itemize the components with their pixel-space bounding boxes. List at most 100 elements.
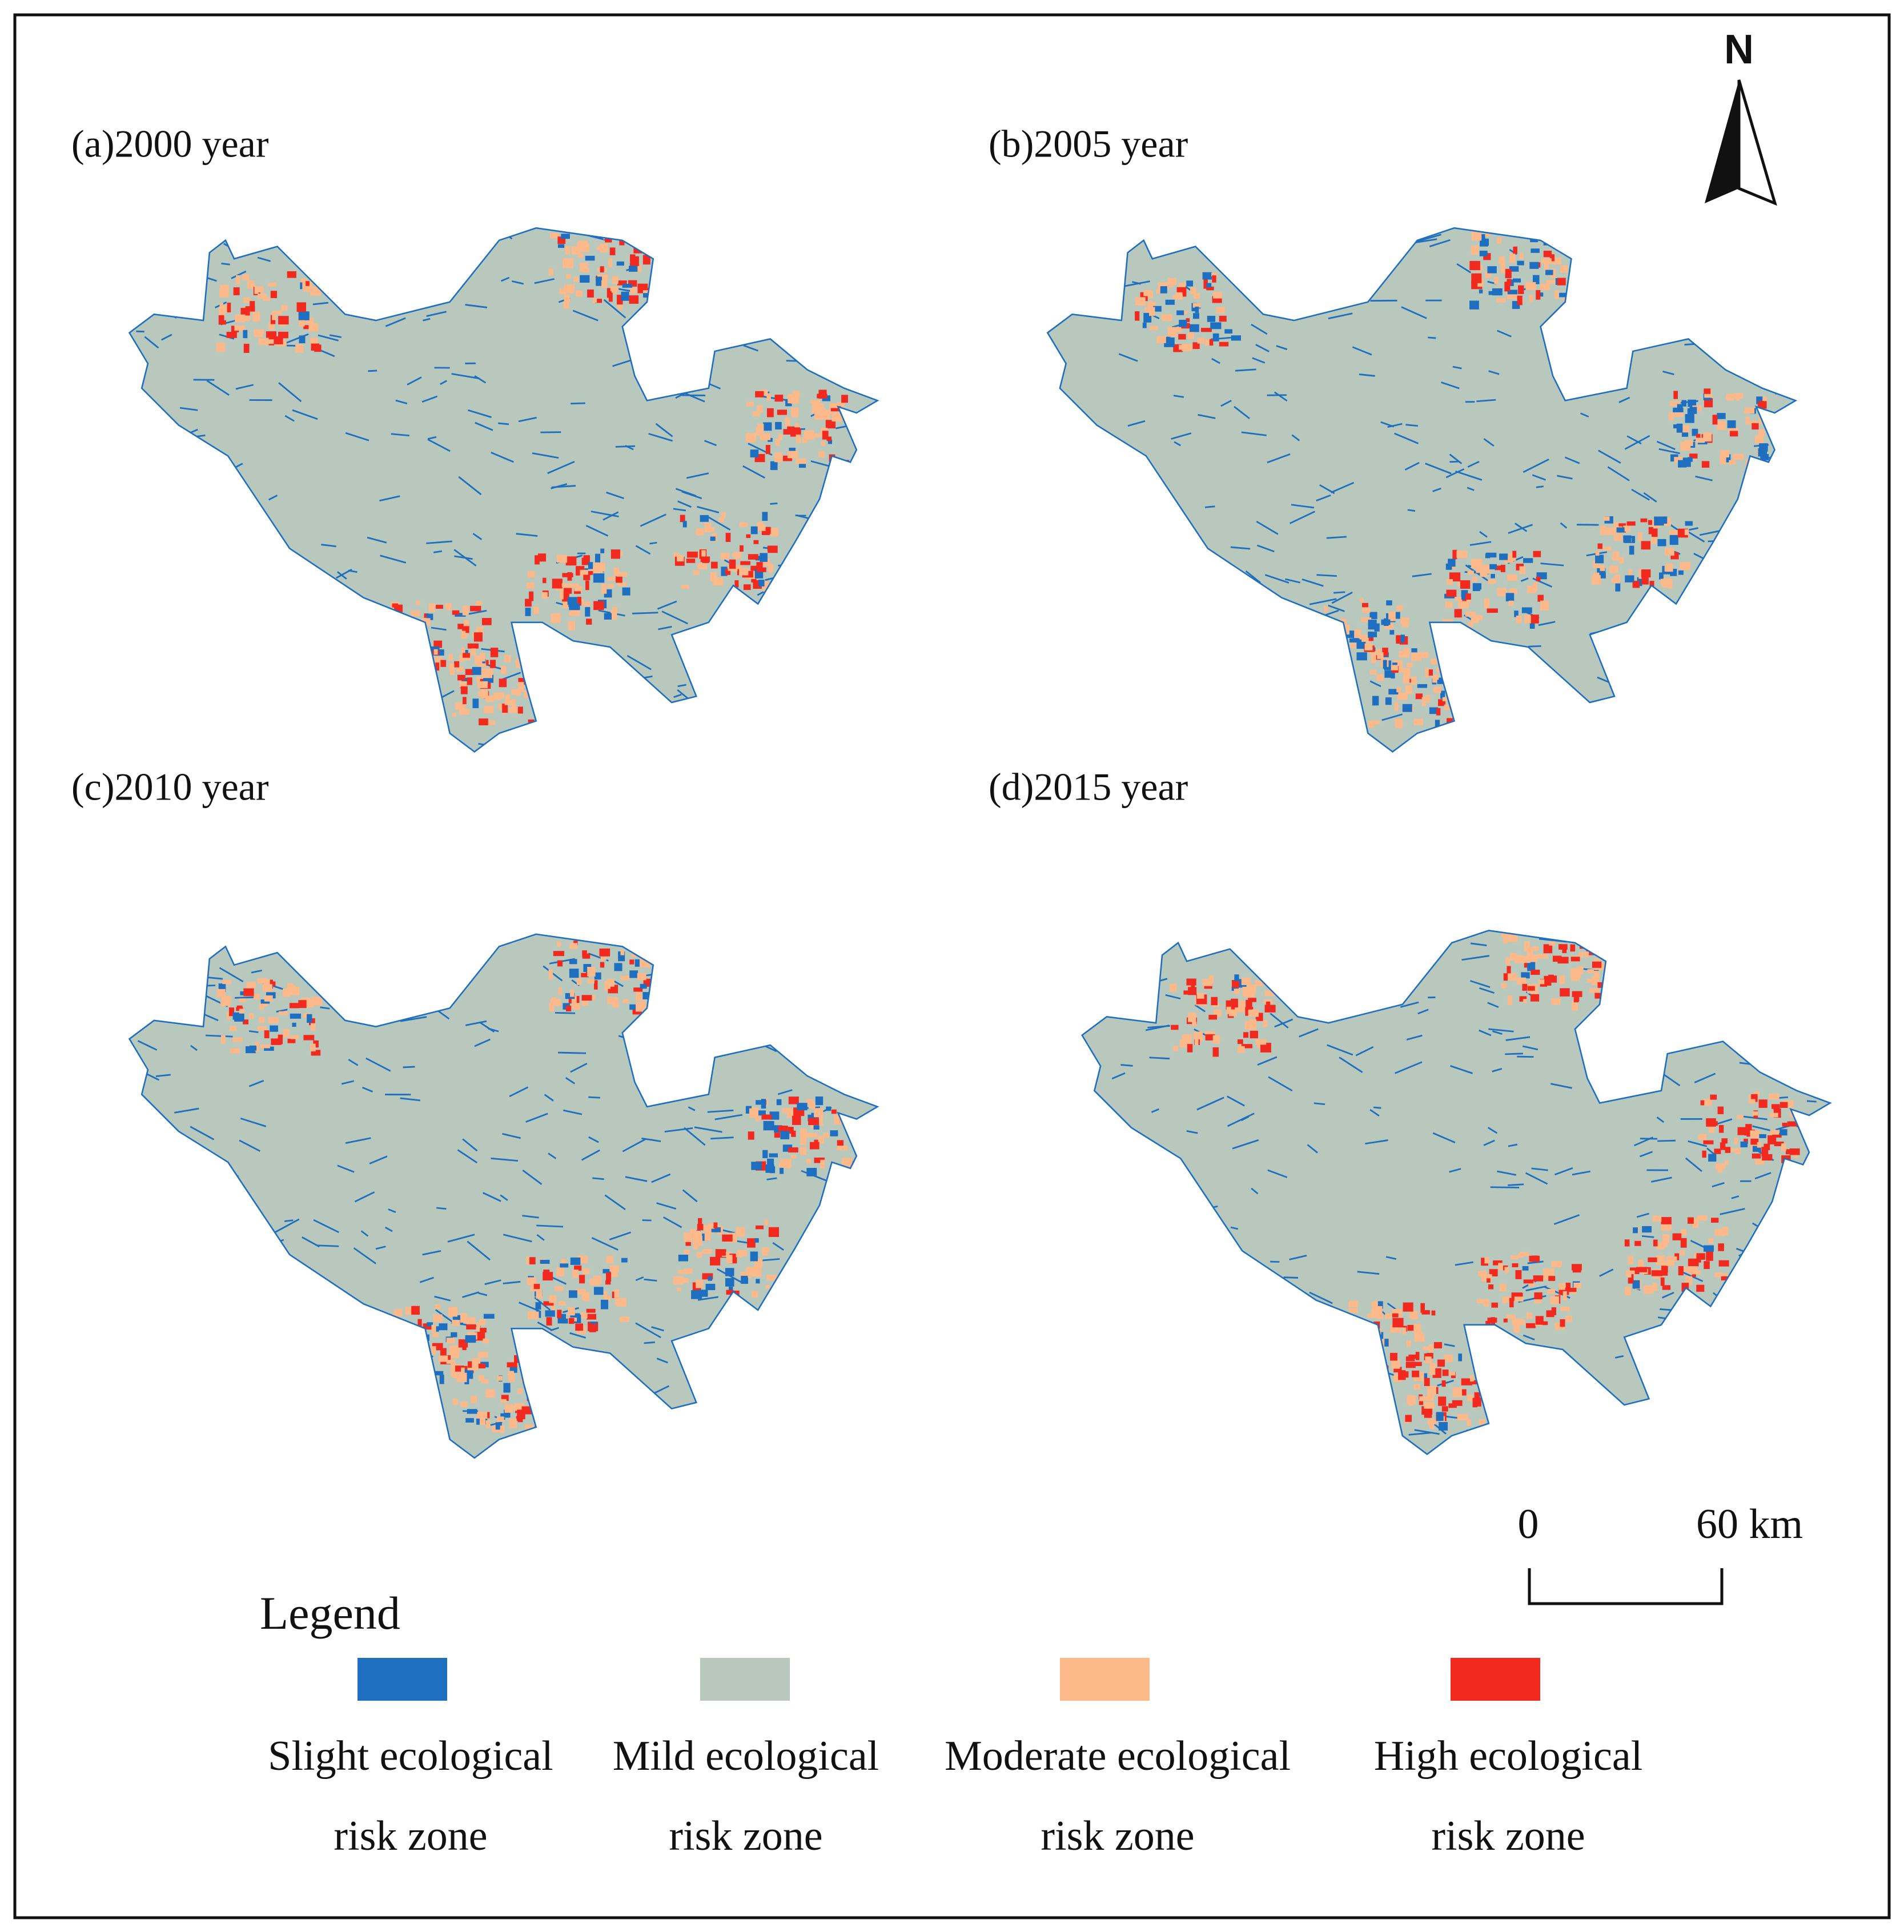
slight-patch bbox=[743, 344, 759, 352]
high-patch bbox=[617, 280, 627, 286]
moderate-patch bbox=[1425, 695, 1431, 702]
moderate-patch bbox=[1384, 623, 1394, 629]
high-patch bbox=[1712, 415, 1718, 425]
high-patch bbox=[1424, 1377, 1430, 1387]
high-patch bbox=[1452, 549, 1457, 560]
moderate-patch bbox=[1594, 971, 1600, 978]
moderate-patch bbox=[459, 681, 467, 688]
slight-patch bbox=[1616, 527, 1625, 533]
high-patch bbox=[298, 1000, 307, 1009]
high-patch bbox=[417, 1319, 422, 1327]
moderate-patch bbox=[1518, 1254, 1524, 1258]
moderate-patch bbox=[1195, 1038, 1199, 1046]
moderate-patch bbox=[1536, 954, 1548, 959]
slight-patch bbox=[235, 384, 254, 390]
moderate-patch bbox=[1507, 574, 1517, 581]
moderate-patch bbox=[571, 995, 577, 1005]
slight-patch bbox=[1670, 568, 1677, 576]
high-patch bbox=[460, 686, 468, 694]
moderate-patch bbox=[589, 1279, 600, 1286]
slight-patch bbox=[1171, 432, 1192, 440]
high-patch bbox=[1396, 637, 1401, 641]
moderate-patch bbox=[1519, 1251, 1529, 1256]
slight-patch bbox=[458, 476, 482, 496]
slight-patch bbox=[474, 1038, 491, 1047]
slight-patch bbox=[1441, 381, 1460, 389]
slight-patch bbox=[682, 521, 687, 528]
moderate-patch bbox=[1169, 283, 1173, 287]
high-patch bbox=[1186, 318, 1190, 322]
slight-patch bbox=[483, 1314, 495, 1319]
slight-patch bbox=[1374, 623, 1380, 632]
slight-patch bbox=[1267, 1169, 1288, 1178]
moderate-patch bbox=[460, 1313, 467, 1323]
high-patch bbox=[1206, 286, 1214, 291]
slight-patch bbox=[1439, 1422, 1448, 1431]
high-patch bbox=[1524, 959, 1530, 968]
moderate-patch bbox=[1750, 1130, 1760, 1138]
slight-patch bbox=[585, 607, 591, 617]
slight-patch bbox=[1330, 481, 1355, 493]
moderate-patch bbox=[1488, 579, 1496, 584]
moderate-patch bbox=[1669, 401, 1681, 407]
slight-patch bbox=[1120, 1064, 1133, 1067]
slight-patch bbox=[360, 1230, 369, 1237]
slight-patch bbox=[585, 255, 595, 261]
moderate-patch bbox=[1736, 396, 1740, 401]
slight-patch bbox=[635, 545, 651, 555]
slight-patch bbox=[472, 698, 479, 709]
moderate-patch bbox=[1666, 1256, 1674, 1266]
high-patch bbox=[1651, 528, 1658, 537]
high-patch bbox=[710, 1256, 721, 1266]
moderate-patch bbox=[559, 288, 567, 295]
moderate-patch bbox=[587, 967, 596, 977]
moderate-patch bbox=[746, 401, 754, 407]
moderate-patch bbox=[487, 720, 495, 725]
slight-patch bbox=[509, 1086, 529, 1098]
slight-patch bbox=[1432, 1132, 1456, 1143]
high-patch bbox=[1487, 1278, 1491, 1283]
high-patch bbox=[1405, 1356, 1415, 1361]
moderate-patch bbox=[252, 311, 260, 322]
slight-patch bbox=[1333, 591, 1345, 594]
moderate-patch bbox=[1404, 668, 1411, 676]
slight-patch bbox=[1179, 319, 1187, 327]
moderate-patch bbox=[1455, 597, 1461, 601]
slight-patch bbox=[1557, 475, 1573, 480]
slight-patch bbox=[742, 465, 766, 479]
high-patch bbox=[1203, 279, 1208, 289]
slight-patch bbox=[581, 1149, 600, 1161]
slight-patch bbox=[635, 1276, 644, 1282]
slight-patch bbox=[433, 550, 443, 553]
slight-patch bbox=[451, 373, 480, 380]
high-patch bbox=[594, 980, 598, 990]
high-patch bbox=[525, 599, 532, 607]
slight-patch bbox=[775, 421, 782, 430]
slight-patch bbox=[1499, 553, 1508, 560]
slight-patch bbox=[830, 1130, 838, 1136]
moderate-patch bbox=[1656, 1242, 1665, 1250]
moderate-patch bbox=[1715, 1163, 1726, 1170]
slight-patch bbox=[1227, 1095, 1245, 1107]
slight-patch bbox=[317, 1244, 339, 1247]
high-patch bbox=[245, 306, 255, 312]
slight-patch bbox=[1307, 1144, 1318, 1154]
moderate-patch bbox=[1213, 292, 1222, 299]
moderate-patch bbox=[1216, 307, 1225, 314]
moderate-patch bbox=[1369, 670, 1377, 675]
moderate-patch bbox=[1589, 988, 1600, 993]
scale-end: 60 km bbox=[1696, 1501, 1803, 1548]
slight-patch bbox=[1607, 466, 1630, 481]
high-patch bbox=[1441, 1406, 1448, 1412]
slight-patch bbox=[1142, 322, 1147, 328]
high-patch bbox=[1717, 1106, 1724, 1114]
high-patch bbox=[1505, 268, 1512, 279]
slight-patch bbox=[427, 439, 451, 452]
moderate-patch bbox=[1587, 969, 1594, 974]
high-patch bbox=[243, 1019, 248, 1025]
moderate-patch bbox=[1143, 290, 1152, 296]
high-patch bbox=[616, 295, 623, 305]
high-patch bbox=[1393, 1367, 1402, 1373]
moderate-patch bbox=[478, 1351, 488, 1357]
high-patch bbox=[642, 255, 650, 265]
